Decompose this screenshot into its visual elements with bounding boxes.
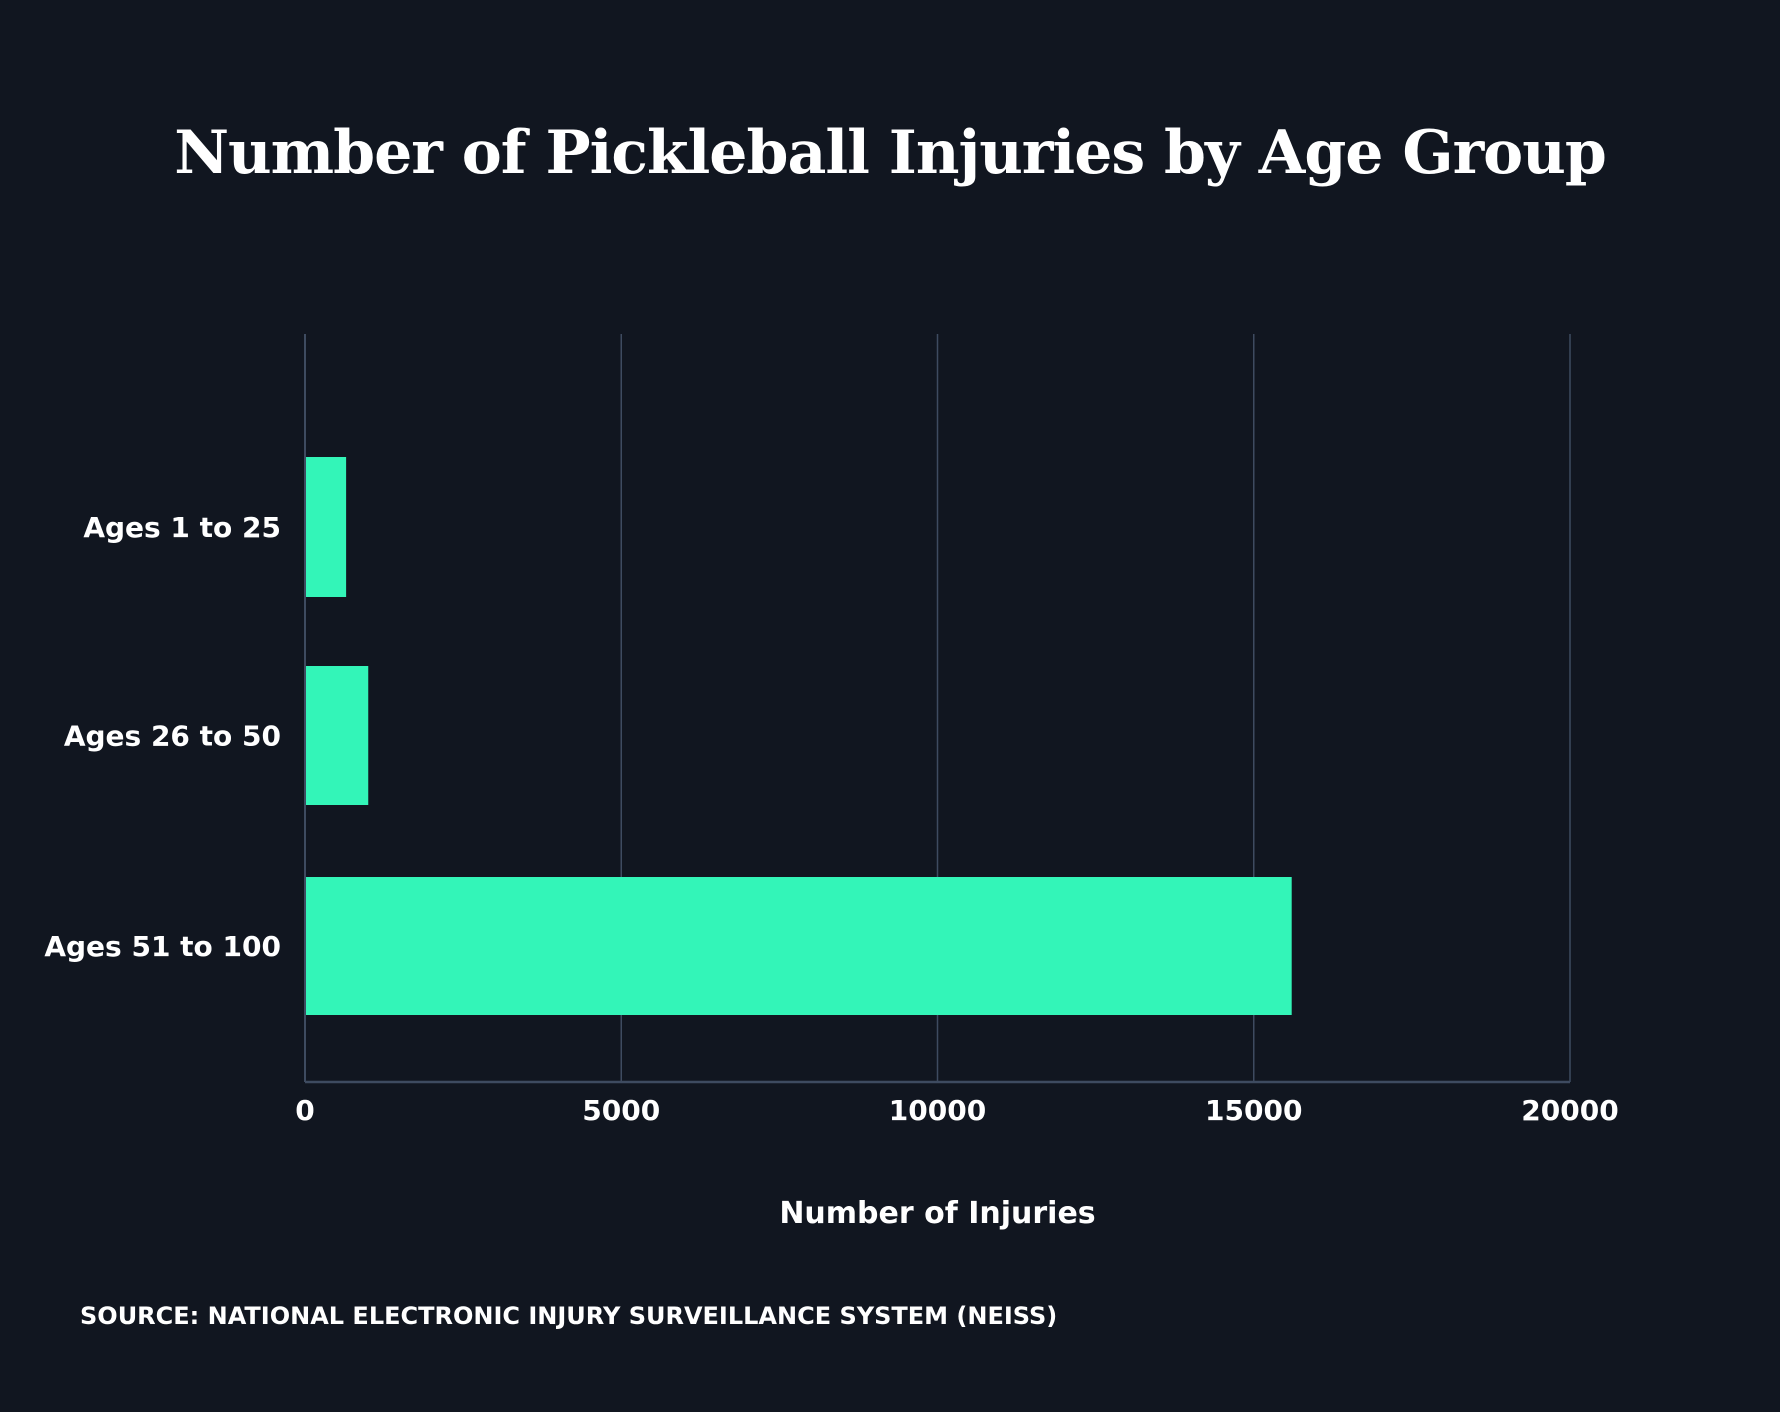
y-category-label: Ages 1 to 25 — [83, 511, 281, 544]
bar — [306, 877, 1292, 1015]
y-category-label: Ages 51 to 100 — [44, 930, 281, 963]
bar — [306, 666, 369, 805]
y-category-label: Ages 26 to 50 — [64, 720, 281, 753]
x-tick-label: 15000 — [1205, 1094, 1302, 1127]
x-tick-label: 0 — [295, 1094, 314, 1127]
x-tick-label: 10000 — [889, 1094, 986, 1127]
x-tick-label: 20000 — [1521, 1094, 1618, 1127]
x-tick-label: 5000 — [582, 1094, 660, 1127]
x-axis-label: Number of Injuries — [779, 1196, 1096, 1231]
source-note: SOURCE: NATIONAL ELECTRONIC INJURY SURVE… — [80, 1302, 1058, 1330]
chart-title: Number of Pickleball Injuries by Age Gro… — [174, 118, 1607, 188]
bar — [306, 457, 347, 597]
